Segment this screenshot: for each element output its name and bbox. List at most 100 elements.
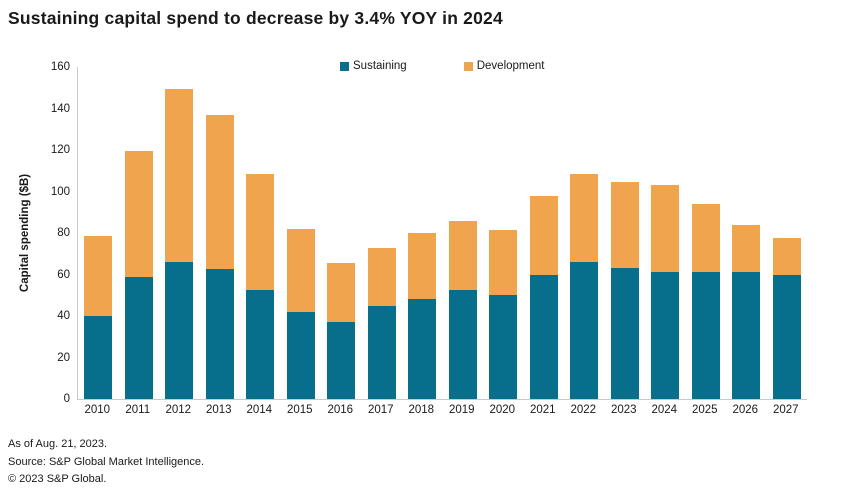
x-tick-label-2023: 2023	[610, 404, 637, 416]
y-axis-ticks: 0 20 40 60 80 100 120 140 160	[0, 61, 70, 405]
legend: Sustaining Development	[340, 60, 544, 72]
x-tick-label-2021: 2021	[529, 404, 556, 416]
bar-segment-sustaining-2015	[286, 311, 315, 399]
y-tick-label: 80	[57, 227, 70, 239]
x-tick-label-2019: 2019	[448, 404, 475, 416]
bar-slot-2019	[443, 67, 484, 399]
bar-segment-development-2018	[408, 233, 437, 300]
x-tick-label-2010: 2010	[84, 404, 111, 416]
bar-segment-development-2019	[448, 220, 477, 291]
bar-2026	[732, 224, 761, 399]
bar-2019	[448, 220, 477, 399]
bar-segment-development-2022	[570, 173, 599, 263]
legend-swatch-icon	[463, 61, 473, 71]
bar-slot-2020	[483, 67, 524, 399]
bar-2025	[691, 203, 720, 399]
x-tick-label-2017: 2017	[367, 404, 394, 416]
bar-slot-2011	[119, 67, 160, 399]
bar-slot-2018	[402, 67, 443, 399]
bar-segment-development-2016	[327, 263, 356, 323]
bar-segment-sustaining-2021	[529, 274, 558, 399]
bar-segment-sustaining-2010	[84, 316, 113, 399]
bar-slot-2021	[524, 67, 565, 399]
bar-2010	[84, 236, 113, 399]
chart-title: Sustaining capital spend to decrease by …	[8, 8, 503, 28]
footer-copyright: © 2023 S&P Global.	[8, 473, 107, 485]
bar-segment-development-2010	[84, 236, 113, 316]
x-tick-label-2025: 2025	[691, 404, 718, 416]
y-tick-label: 20	[57, 351, 70, 364]
bar-segment-development-2014	[246, 173, 275, 291]
bar-segment-sustaining-2017	[367, 305, 396, 399]
bar-segment-development-2021	[529, 195, 558, 275]
bar-slot-2025	[686, 67, 727, 399]
footer: As of Aug. 21, 2023. Source: S&P Global …	[8, 436, 204, 489]
bar-segment-development-2011	[124, 151, 153, 277]
bar-segment-development-2024	[651, 185, 680, 273]
bar-segment-development-2015	[286, 228, 315, 312]
x-tick-label-2012: 2012	[165, 404, 192, 416]
bar-2013	[205, 114, 234, 399]
x-tick-label-2011: 2011	[125, 404, 151, 416]
bar-segment-development-2025	[691, 203, 720, 273]
bar-2027	[772, 238, 801, 399]
y-tick-label: 40	[57, 310, 70, 322]
bar-segment-sustaining-2024	[651, 272, 680, 399]
bar-segment-sustaining-2016	[327, 322, 356, 399]
y-tick-label: 120	[50, 144, 70, 156]
footer-as-of: As of Aug. 21, 2023.	[8, 438, 108, 450]
legend-label: Development	[476, 60, 545, 72]
bar-slot-2013	[200, 67, 241, 399]
bar-segment-development-2023	[610, 182, 639, 269]
bar-slot-2026	[726, 67, 767, 399]
legend-swatch-icon	[340, 61, 349, 71]
bar-segment-sustaining-2023	[610, 268, 639, 399]
bar-slot-2017	[362, 67, 403, 399]
y-tick-label: 60	[57, 268, 70, 281]
bar-segment-sustaining-2027	[772, 274, 801, 399]
legend-item-development: Development	[463, 60, 545, 72]
x-tick-label-2013: 2013	[205, 404, 232, 416]
bar-2020	[489, 229, 518, 399]
bar-slot-2024	[645, 67, 686, 399]
x-tick-label-2015: 2015	[286, 404, 313, 416]
y-tick-label: 100	[50, 185, 70, 198]
bar-segment-sustaining-2018	[408, 299, 437, 399]
bar-segment-development-2017	[367, 247, 396, 306]
x-tick-label-2018: 2018	[408, 404, 435, 416]
bar-2023	[610, 182, 639, 399]
legend-item-sustaining: Sustaining	[340, 60, 407, 72]
y-tick-label: 0	[63, 393, 70, 405]
bars	[78, 67, 807, 399]
bar-slot-2016	[321, 67, 362, 399]
x-axis-labels: 2010 2011 2012 2013 2014 2015 2016 2017 2018 2019…	[77, 404, 806, 416]
bar-segment-sustaining-2026	[732, 272, 761, 399]
bar-slot-2014	[240, 67, 281, 399]
bar-2014	[246, 173, 275, 399]
x-tick-label-2016: 2016	[327, 404, 354, 416]
legend-label: Sustaining	[353, 60, 407, 72]
bar-segment-sustaining-2020	[489, 295, 518, 399]
bar-segment-sustaining-2011	[124, 276, 153, 399]
bar-2011	[124, 151, 153, 399]
bar-segment-sustaining-2025	[691, 272, 720, 399]
bar-segment-development-2027	[772, 238, 801, 275]
footer-source: Source: S&P Global Market Intelligence.	[8, 455, 205, 468]
x-tick-label-2020: 2020	[489, 404, 516, 416]
bar-2015	[286, 228, 315, 399]
bar-slot-2027	[767, 67, 808, 399]
x-tick-label-2014: 2014	[246, 404, 273, 416]
bar-segment-development-2013	[205, 114, 234, 270]
bar-2022	[570, 173, 599, 399]
x-tick-label-2022: 2022	[570, 404, 597, 416]
bar-2018	[408, 233, 437, 399]
bar-segment-development-2026	[732, 224, 761, 273]
bar-2021	[529, 195, 558, 399]
bar-slot-2010	[78, 67, 119, 399]
bar-2024	[651, 185, 680, 399]
bar-slot-2022	[564, 67, 605, 399]
y-tick-label: 160	[50, 61, 70, 73]
bar-segment-sustaining-2012	[165, 262, 194, 399]
x-tick-label-2027: 2027	[772, 404, 799, 416]
